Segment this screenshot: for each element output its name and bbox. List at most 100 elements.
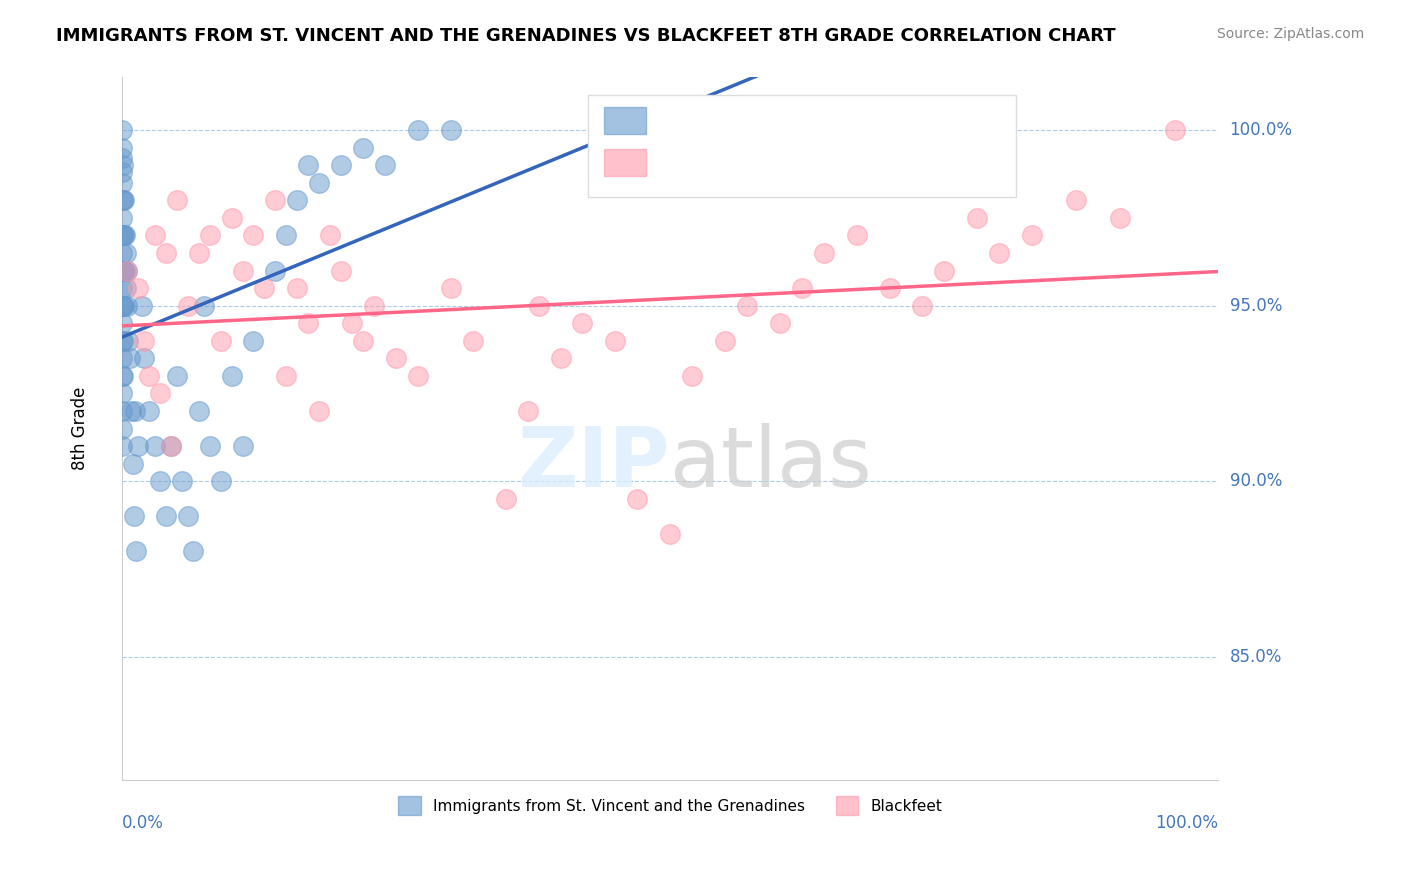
Point — [221, 368, 243, 383]
Point — [495, 491, 517, 506]
Point — [198, 439, 221, 453]
Point — [790, 281, 813, 295]
Point — [172, 474, 194, 488]
Point — [308, 404, 330, 418]
Point — [111, 334, 134, 348]
Point — [111, 123, 134, 137]
Point — [111, 194, 134, 208]
Point — [276, 228, 298, 243]
Point — [1021, 228, 1043, 243]
Text: R = 0.285   N = 55: R = 0.285 N = 55 — [659, 153, 830, 171]
Point — [1163, 123, 1185, 137]
Text: R = 0.397   N = 73: R = 0.397 N = 73 — [659, 112, 830, 129]
Point — [117, 263, 139, 277]
Point — [111, 299, 134, 313]
Point — [111, 386, 134, 401]
Point — [112, 228, 135, 243]
Point — [132, 334, 155, 348]
Point — [406, 123, 429, 137]
Point — [264, 263, 287, 277]
Point — [149, 474, 172, 488]
Point — [111, 439, 134, 453]
Point — [127, 439, 149, 453]
Point — [374, 158, 396, 172]
Point — [143, 228, 166, 243]
Point — [285, 194, 308, 208]
Point — [571, 316, 593, 330]
Point — [112, 194, 135, 208]
Point — [516, 404, 538, 418]
Point — [988, 246, 1011, 260]
Point — [297, 158, 319, 172]
Point — [550, 351, 572, 366]
Point — [111, 151, 134, 165]
Point — [111, 176, 134, 190]
Point — [1108, 211, 1130, 225]
Point — [461, 334, 484, 348]
Point — [111, 299, 134, 313]
Point — [209, 334, 232, 348]
Point — [352, 334, 374, 348]
Point — [118, 351, 141, 366]
Point — [276, 368, 298, 383]
Point — [112, 299, 135, 313]
Point — [735, 299, 758, 313]
Text: 90.0%: 90.0% — [1230, 472, 1282, 491]
Text: atlas: atlas — [671, 423, 872, 504]
Point — [440, 281, 463, 295]
Point — [231, 439, 253, 453]
Point — [187, 246, 209, 260]
Point — [297, 316, 319, 330]
Point — [115, 281, 138, 295]
Point — [111, 158, 134, 172]
Point — [330, 263, 353, 277]
Text: 100.0%: 100.0% — [1230, 121, 1292, 139]
FancyBboxPatch shape — [588, 95, 1015, 197]
FancyBboxPatch shape — [605, 107, 647, 134]
Point — [659, 527, 682, 541]
Point — [132, 351, 155, 366]
Point — [385, 351, 408, 366]
Point — [308, 176, 330, 190]
Point — [111, 263, 134, 277]
Point — [605, 334, 627, 348]
Point — [111, 165, 134, 179]
Point — [111, 211, 134, 225]
Text: 100.0%: 100.0% — [1156, 814, 1219, 832]
Point — [1064, 194, 1087, 208]
Point — [166, 194, 188, 208]
Point — [242, 228, 264, 243]
Point — [363, 299, 385, 313]
Point — [111, 141, 134, 155]
Point — [681, 368, 703, 383]
Text: 0.0%: 0.0% — [122, 814, 163, 832]
Point — [340, 316, 363, 330]
Point — [155, 509, 177, 524]
Text: 95.0%: 95.0% — [1230, 297, 1282, 315]
Point — [264, 194, 287, 208]
Point — [111, 263, 134, 277]
Point — [527, 299, 550, 313]
Point — [176, 299, 198, 313]
Point — [845, 228, 868, 243]
Point — [127, 281, 149, 295]
Point — [352, 141, 374, 155]
Point — [124, 404, 146, 418]
Legend: Immigrants from St. Vincent and the Grenadines, Blackfeet: Immigrants from St. Vincent and the Gren… — [392, 790, 949, 822]
Text: ZIP: ZIP — [517, 423, 671, 504]
Point — [112, 263, 135, 277]
Point — [111, 334, 134, 348]
Point — [934, 263, 956, 277]
Point — [187, 404, 209, 418]
Point — [160, 439, 183, 453]
Point — [966, 211, 988, 225]
Point — [626, 491, 648, 506]
Point — [181, 544, 204, 558]
Point — [440, 123, 463, 137]
Point — [198, 228, 221, 243]
Point — [319, 228, 342, 243]
Point — [117, 263, 139, 277]
Point — [111, 351, 134, 366]
Point — [221, 211, 243, 225]
Text: Source: ZipAtlas.com: Source: ZipAtlas.com — [1216, 27, 1364, 41]
